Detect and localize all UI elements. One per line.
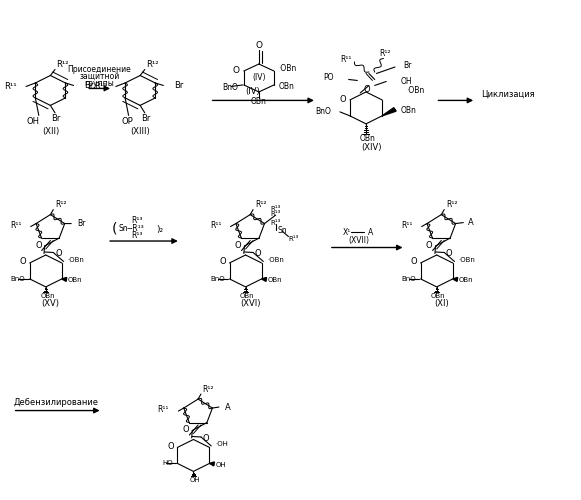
Polygon shape [382, 108, 396, 116]
Text: группы: группы [85, 79, 114, 88]
Text: Br: Br [174, 81, 183, 90]
Text: ·OBn: ·OBn [278, 64, 297, 72]
Text: O: O [235, 240, 242, 250]
Text: ·OBn: ·OBn [407, 86, 425, 95]
Polygon shape [210, 462, 214, 466]
Text: BnO: BnO [210, 276, 225, 282]
Text: Br: Br [141, 114, 150, 124]
Text: (IV): (IV) [252, 74, 266, 82]
Text: OBn: OBn [401, 106, 417, 115]
Text: O: O [364, 85, 371, 94]
Text: R¹³: R¹³ [131, 230, 143, 239]
Text: O: O [167, 442, 174, 451]
Text: O: O [446, 250, 453, 258]
Text: A: A [368, 228, 374, 237]
Text: ·OBn: ·OBn [458, 257, 475, 263]
Text: (XI): (XI) [434, 300, 449, 308]
Text: Br: Br [404, 61, 412, 70]
Text: OH: OH [216, 462, 226, 468]
Polygon shape [62, 278, 67, 281]
Text: R¹²: R¹² [55, 200, 66, 209]
Text: (XIII): (XIII) [130, 127, 150, 136]
Text: OBn: OBn [251, 98, 267, 106]
Text: Циклизация: Циклизация [480, 90, 535, 99]
Text: R¹²: R¹² [379, 49, 390, 58]
Text: OBn: OBn [40, 293, 55, 299]
Text: R¹³: R¹³ [131, 216, 143, 224]
Text: A: A [225, 402, 231, 411]
Text: R¹²: R¹² [203, 384, 214, 394]
Text: R¹¹: R¹¹ [157, 405, 169, 414]
Text: R¹¹: R¹¹ [4, 82, 17, 91]
Text: Sn─R¹³: Sn─R¹³ [119, 224, 144, 232]
Text: OH: OH [401, 77, 413, 86]
Text: ·OH: ·OH [216, 442, 228, 448]
Text: HO: HO [162, 460, 173, 466]
Text: ·OBn: ·OBn [267, 257, 284, 263]
Polygon shape [261, 278, 267, 281]
Text: X¹: X¹ [343, 228, 351, 237]
Text: O: O [55, 250, 62, 258]
Text: Присоединение: Присоединение [68, 65, 131, 74]
Text: R¹¹: R¹¹ [210, 220, 221, 230]
Text: (XV): (XV) [41, 300, 59, 308]
Text: (IV): (IV) [246, 88, 260, 96]
Text: OBn: OBn [278, 82, 295, 92]
Polygon shape [453, 278, 458, 281]
Text: R¹³: R¹³ [288, 236, 299, 242]
Text: R¹¹: R¹¹ [401, 220, 413, 230]
Text: R¹²: R¹² [255, 200, 266, 209]
Text: ·OBn: ·OBn [67, 257, 84, 263]
Text: OP: OP [121, 117, 133, 126]
Text: O: O [232, 66, 239, 76]
Text: )₂: )₂ [156, 224, 163, 234]
Text: Br: Br [84, 81, 94, 90]
Text: BnO: BnO [315, 108, 331, 116]
Text: BnO: BnO [222, 83, 238, 92]
Text: (XIV): (XIV) [361, 144, 382, 152]
Text: защитной: защитной [80, 72, 120, 81]
Text: (XVI): (XVI) [240, 300, 260, 308]
Text: OBn: OBn [240, 293, 254, 299]
Text: OBn: OBn [360, 134, 376, 143]
Text: Br: Br [77, 219, 85, 228]
Text: (: ( [112, 221, 117, 235]
Text: R¹³: R¹³ [270, 220, 280, 226]
Text: R¹²: R¹² [446, 200, 457, 209]
Text: PO: PO [324, 74, 334, 82]
Text: OBn: OBn [431, 293, 446, 299]
Text: A: A [468, 218, 474, 227]
Text: (XVII): (XVII) [349, 236, 370, 244]
Text: R¹¹: R¹¹ [340, 55, 352, 64]
Text: O: O [203, 434, 209, 443]
Text: R¹³: R¹³ [270, 210, 280, 216]
Text: OH: OH [27, 117, 40, 126]
Text: O: O [20, 258, 26, 266]
Text: O: O [220, 258, 226, 266]
Text: R¹¹: R¹¹ [94, 82, 106, 91]
Text: BnO: BnO [10, 276, 25, 282]
Text: O: O [411, 258, 417, 266]
Text: O: O [255, 250, 261, 258]
Text: R¹¹: R¹¹ [10, 220, 21, 230]
Text: Br: Br [52, 114, 61, 124]
Text: Sn: Sn [278, 226, 288, 235]
Text: Дебензилирование: Дебензилирование [14, 398, 99, 406]
Text: OH: OH [190, 478, 200, 484]
Text: OBn: OBn [458, 278, 473, 283]
Text: R¹²: R¹² [146, 60, 159, 69]
Text: BnO: BnO [401, 276, 416, 282]
Text: O: O [35, 240, 42, 250]
Text: O: O [340, 96, 346, 104]
Text: OBn: OBn [67, 278, 83, 283]
Text: (XII): (XII) [42, 127, 59, 136]
Text: R¹²: R¹² [56, 60, 69, 69]
Text: O: O [183, 425, 189, 434]
Text: R¹³: R¹³ [270, 206, 280, 212]
Text: O: O [256, 40, 263, 50]
Text: O: O [426, 240, 433, 250]
Text: OBn: OBn [267, 278, 282, 283]
